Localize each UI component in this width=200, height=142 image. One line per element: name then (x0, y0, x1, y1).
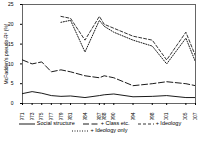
html-text:+ Ideology: + Ideology (155, 120, 182, 126)
html-text:Social structure: Social structure (36, 120, 75, 126)
svg-text:1975: 1975 (38, 112, 44, 120)
svg-text:1998: 1998 (149, 112, 155, 120)
svg-text:15: 15 (7, 40, 14, 47)
svg-text:1971: 1971 (19, 112, 25, 120)
svg-text:McFadden's pseudo-R² (%): McFadden's pseudo-R² (%) (3, 23, 9, 84)
svg-text:1990: 1990 (110, 112, 116, 120)
svg-text:1979: 1979 (58, 112, 64, 120)
svg-text:1973: 1973 (29, 112, 35, 120)
svg-text:20: 20 (7, 20, 14, 27)
svg-text:5: 5 (11, 80, 14, 86)
svg-text:10: 10 (7, 60, 14, 67)
svg-text:2005: 2005 (182, 112, 188, 120)
svg-text:1994: 1994 (130, 112, 136, 120)
svg-text:1984: 1984 (82, 112, 88, 120)
svg-text:1988: 1988 (101, 112, 107, 120)
svg-text:2007: 2007 (192, 112, 198, 120)
html-text:+ Class etc.: + Class etc. (100, 120, 130, 126)
svg-text:25: 25 (8, 1, 14, 7)
svg-text:0: 0 (11, 100, 14, 106)
html-text:+ Ideology only: + Ideology only (90, 127, 128, 133)
svg-text:1977: 1977 (48, 112, 54, 120)
svg-text:2001: 2001 (163, 112, 169, 120)
svg-text:1981: 1981 (67, 112, 73, 120)
